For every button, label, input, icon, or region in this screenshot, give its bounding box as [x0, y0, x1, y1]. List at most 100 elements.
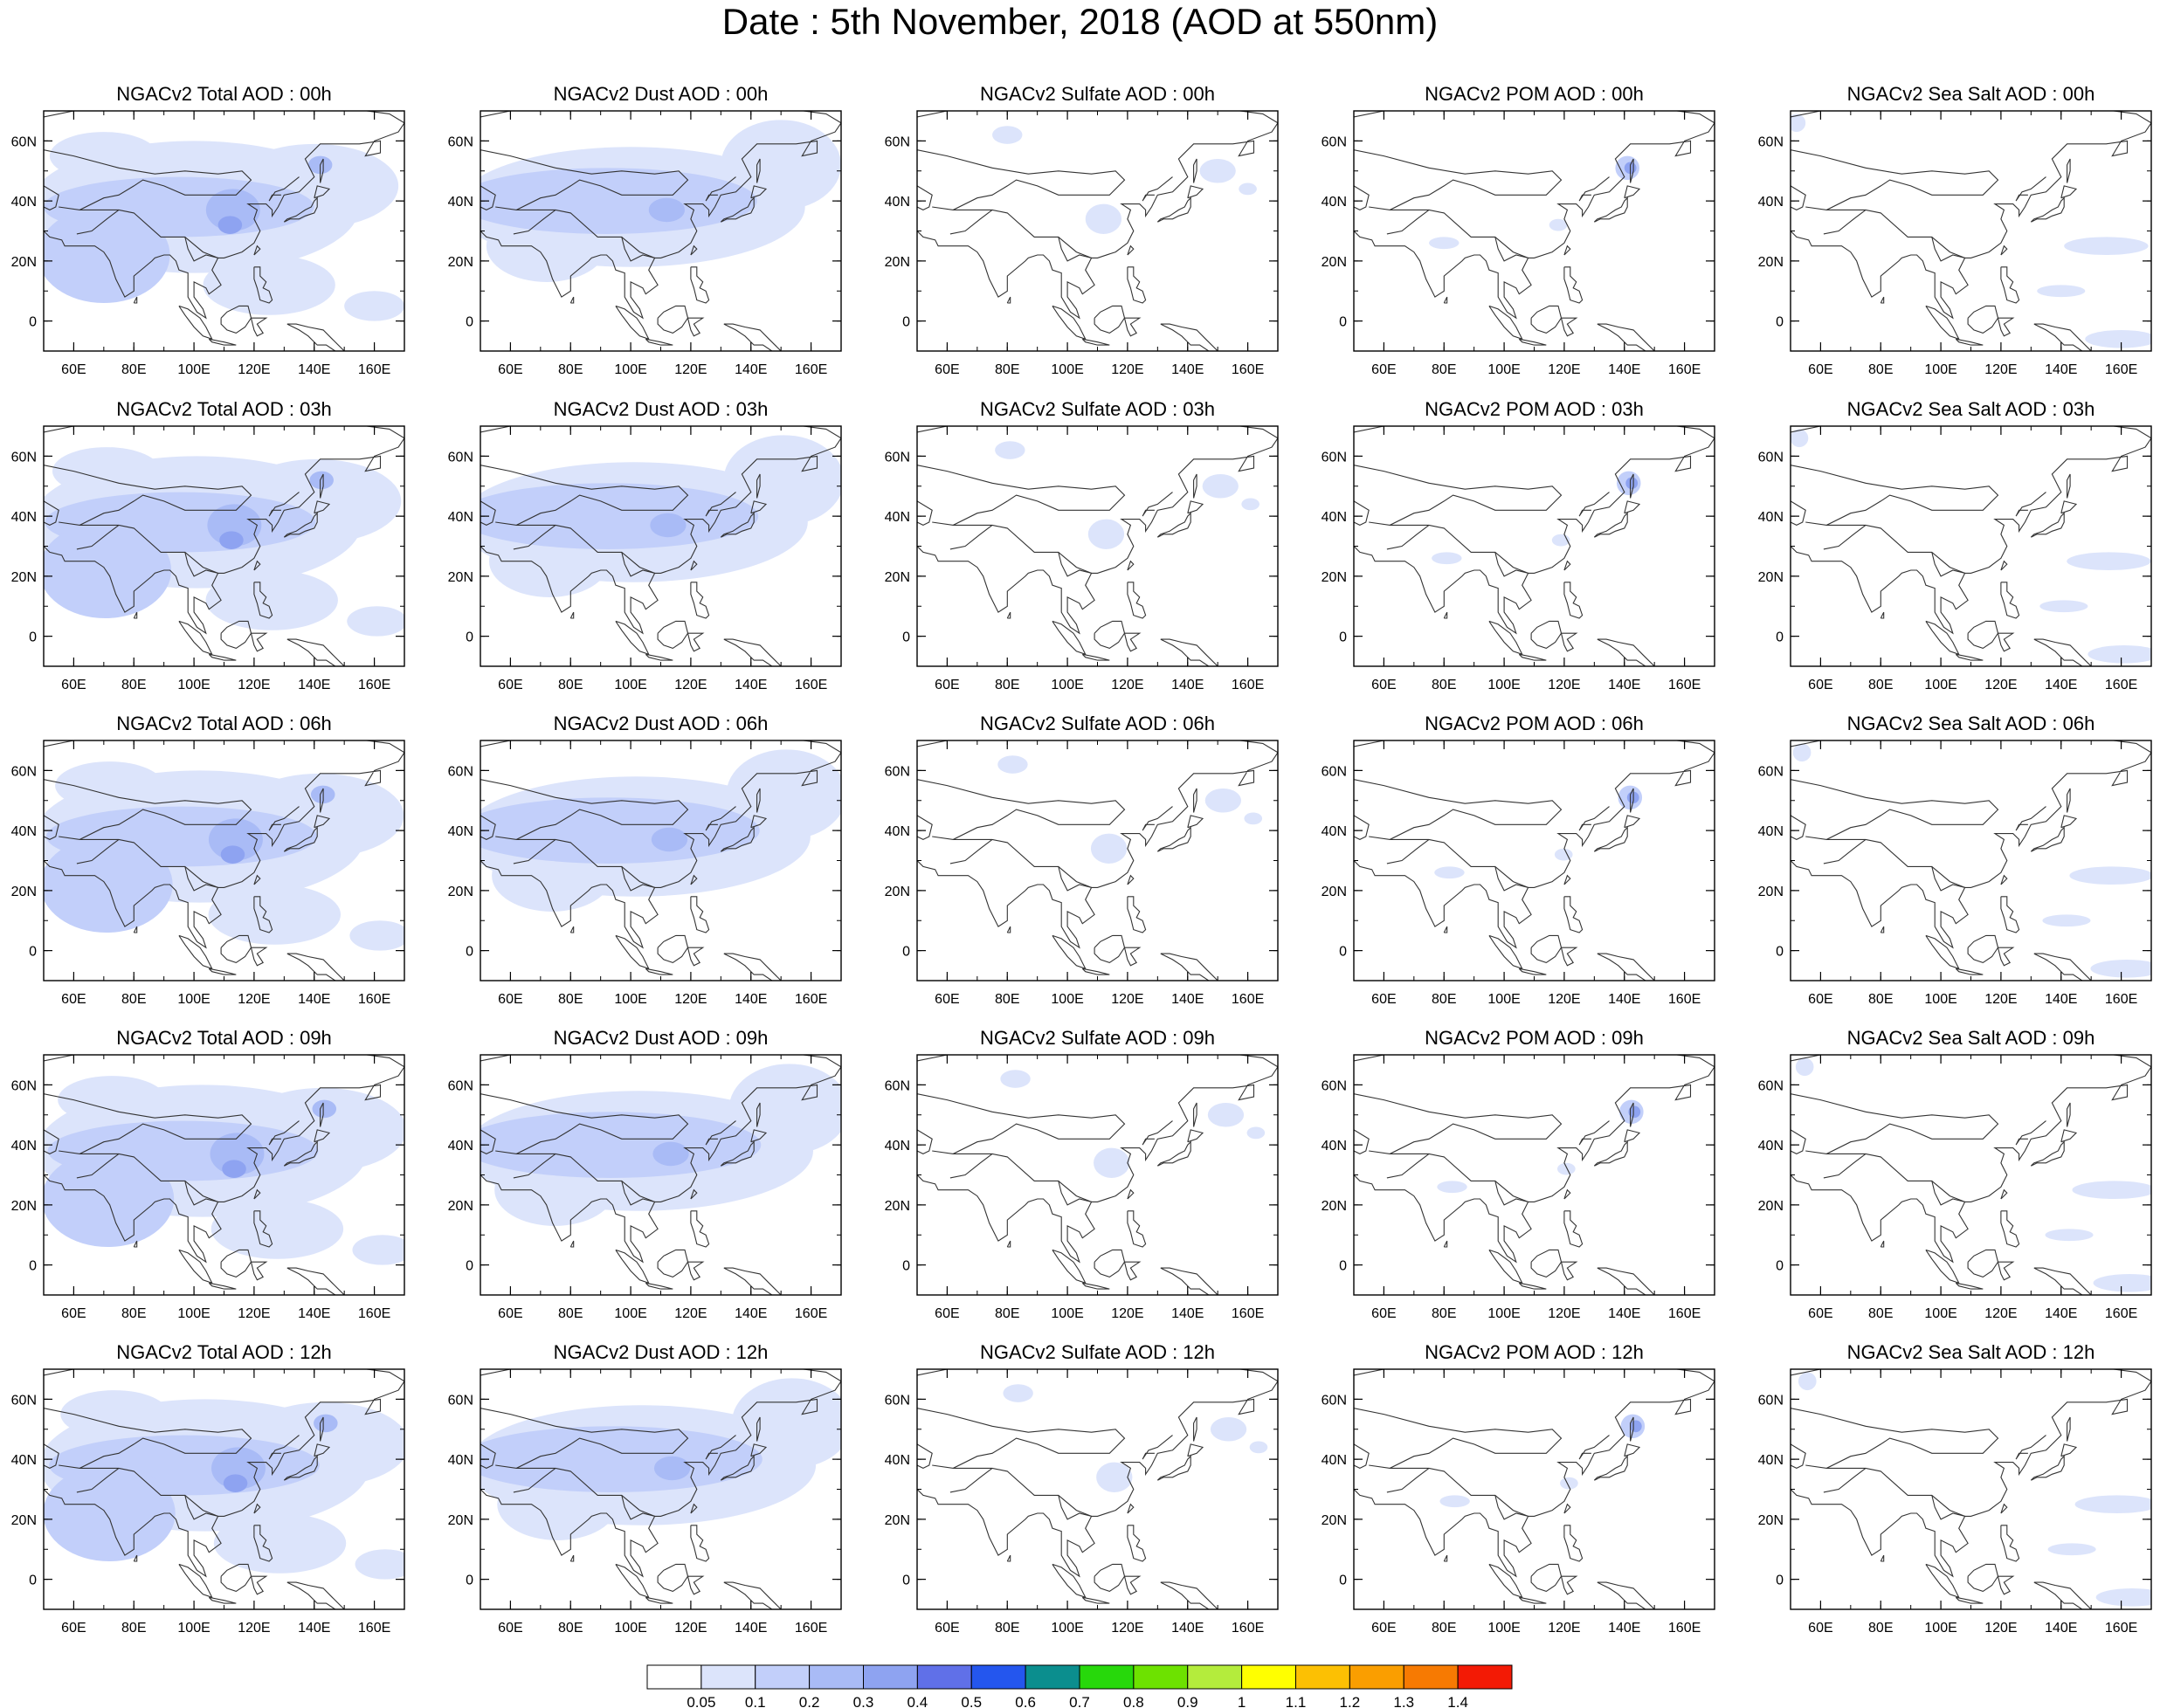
- y-tick-label: 0: [466, 1574, 473, 1588]
- coastline-14: [44, 465, 252, 526]
- coastline-17: [1494, 1495, 1529, 1520]
- x-tick-label: 100E: [177, 1621, 210, 1636]
- coastline-2: [750, 1129, 768, 1143]
- coastlines: [917, 740, 1278, 981]
- coastline-15: [953, 838, 1092, 888]
- panel-title: NGACv2 POM AOD : 03h: [1425, 398, 1644, 420]
- y-tick-label: 40N: [11, 824, 37, 839]
- coastline-11: [1880, 296, 1885, 304]
- aod-patch-2: [2093, 1273, 2151, 1292]
- aod-patch-4: [2045, 1229, 2094, 1242]
- map-panel-dust-2: 60E 80E 100E 120E 140E 160E 0 20N 40N 60N NGACv2 D…: [448, 713, 842, 1007]
- y-tick-label: 40N: [1758, 195, 1784, 210]
- coastline-4: [1052, 934, 1087, 970]
- x-tick-label: 120E: [674, 992, 707, 1007]
- coastline-16: [76, 838, 120, 864]
- aod-patch-3: [55, 761, 163, 810]
- panel-title: NGACv2 POM AOD : 12h: [1425, 1341, 1644, 1363]
- y-tick-label: 0: [1339, 1259, 1347, 1274]
- y-tick-label: 20N: [448, 255, 473, 270]
- x-tick-label: 120E: [1548, 992, 1580, 1007]
- coastlines: [1354, 426, 1715, 666]
- aod-patch-7: [44, 522, 172, 618]
- coastline-2: [750, 1443, 768, 1457]
- coastline-13: [480, 815, 496, 841]
- map-panel-sulfate-3: 60E 80E 100E 120E 140E 160E 0 20N 40N 60N NGACv2 S…: [885, 1027, 1279, 1321]
- coastline-9: [1127, 266, 1147, 304]
- coastline-2: [2060, 815, 2078, 829]
- coastlines: [44, 1369, 404, 1609]
- coastline-16: [949, 838, 993, 864]
- coastline-13: [1791, 1129, 1806, 1155]
- coastline-16: [1823, 209, 1867, 235]
- coastline-7: [1560, 1261, 1578, 1281]
- panel-title: NGACv2 POM AOD : 06h: [1425, 713, 1644, 734]
- colorbar-label: 0.7: [1069, 1694, 1090, 1708]
- aod-patch-5: [344, 291, 404, 321]
- coastline-15: [1390, 209, 1529, 258]
- coastline-7: [1997, 1575, 2015, 1595]
- coastlines: [1791, 1369, 2151, 1609]
- coastline-13: [1354, 500, 1370, 527]
- panel-title: NGACv2 Dust AOD : 09h: [554, 1027, 769, 1049]
- coastline-4: [178, 305, 213, 341]
- y-tick-label: 0: [466, 315, 473, 330]
- coastline-15: [1826, 524, 1965, 574]
- aod-patch-3: [1199, 159, 1236, 183]
- y-tick-label: 60N: [1322, 1393, 1347, 1408]
- aod-patch-4: [208, 885, 342, 945]
- coastline-16: [949, 1153, 993, 1179]
- y-tick-label: 20N: [448, 885, 473, 899]
- coastline-16: [513, 524, 556, 550]
- coastline-5: [1081, 968, 1110, 975]
- coastline-5: [208, 338, 237, 346]
- coastline-8: [1160, 638, 1218, 666]
- coastline-8: [286, 953, 345, 981]
- coastline-8: [1597, 323, 1655, 351]
- map-panel-total-1: 60E 80E 100E 120E 140E 160E 0 20N 40N 60N NGACv2 T…: [11, 398, 405, 692]
- panel-title: NGACv2 Sea Salt AOD : 00h: [1847, 83, 2095, 105]
- x-tick-label: 140E: [1608, 678, 1640, 692]
- x-tick-label: 160E: [358, 1621, 390, 1636]
- coastline-6: [657, 934, 689, 964]
- panel-title: NGACv2 Dust AOD : 12h: [554, 1341, 769, 1363]
- coastline-8: [1597, 638, 1655, 666]
- y-tick-label: 60N: [1758, 1393, 1784, 1408]
- y-tick-label: 20N: [885, 570, 910, 585]
- coastline-1: [1791, 740, 2151, 949]
- panel-title: NGACv2 Sulfate AOD : 12h: [980, 1341, 1215, 1363]
- x-tick-label: 80E: [1868, 362, 1893, 377]
- colorbar-swatch: [1025, 1664, 1080, 1690]
- coastline-5: [1518, 968, 1547, 975]
- coastline-4: [178, 1249, 213, 1284]
- coastline-5: [1955, 968, 1984, 975]
- coastline-1: [917, 111, 1278, 320]
- map-panel-seasalt-4: 60E 80E 100E 120E 140E 160E 0 20N 40N 60N NGACv2 S…: [1758, 1341, 2152, 1636]
- y-tick-label: 60N: [1322, 450, 1347, 465]
- x-tick-label: 80E: [1432, 992, 1456, 1007]
- coastline-11: [133, 611, 138, 619]
- coastline-11: [1880, 1240, 1885, 1248]
- coastline-15: [953, 524, 1092, 574]
- coastline-2: [1624, 1443, 1641, 1457]
- panel-title: NGACv2 Dust AOD : 00h: [554, 83, 769, 105]
- x-tick-label: 120E: [1984, 1621, 2017, 1636]
- coastline-13: [480, 185, 496, 211]
- coastline-13: [44, 1443, 59, 1470]
- coastline-16: [513, 838, 556, 864]
- aod-field: [995, 441, 1260, 549]
- y-tick-label: 20N: [11, 570, 37, 585]
- coastline-5: [208, 653, 237, 661]
- x-tick-label: 80E: [1432, 1306, 1456, 1321]
- coastline-18: [1578, 806, 1610, 831]
- coastline-4: [1052, 1563, 1087, 1599]
- panel-title: NGACv2 POM AOD : 09h: [1425, 1027, 1644, 1049]
- coastline-7: [687, 632, 705, 652]
- coastline-2: [314, 1443, 331, 1457]
- y-tick-label: 0: [902, 1574, 910, 1588]
- coastline-7: [1997, 1261, 2015, 1281]
- y-tick-label: 40N: [448, 195, 473, 210]
- coastline-11: [133, 926, 138, 933]
- coastline-10: [2000, 874, 2008, 885]
- map-panel-dust-3: 60E 80E 100E 120E 140E 160E 0 20N 40N 60N NGACv2 D…: [448, 1027, 842, 1321]
